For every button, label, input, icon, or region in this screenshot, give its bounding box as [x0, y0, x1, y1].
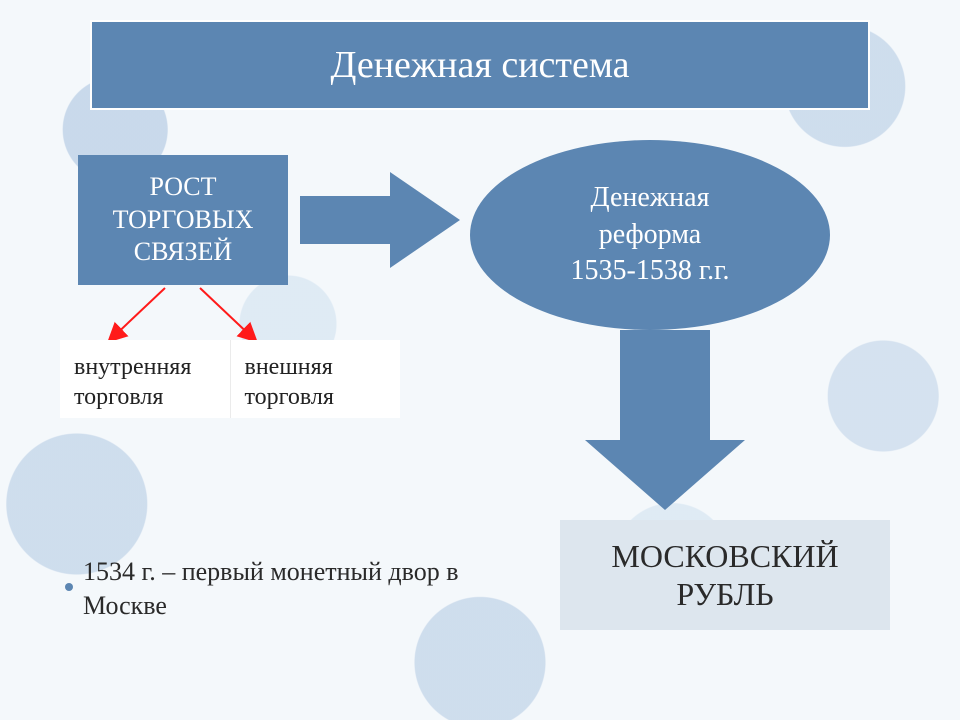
growth-box: РОСТ ТОРГОВЫХ СВЯЗЕЙ: [78, 155, 288, 285]
slide-title-text: Денежная система: [330, 43, 629, 87]
slide: Денежная система РОСТ ТОРГОВЫХ СВЯЗЕЙ Де…: [0, 0, 960, 720]
bullet-icon: [65, 583, 73, 591]
reform-ellipse-text: Денежная реформа 1535-1538 г.г.: [571, 180, 730, 289]
reform-ellipse: Денежная реформа 1535-1538 г.г.: [470, 140, 830, 330]
branch-arrow-right: [200, 288, 255, 340]
arrow-down: [585, 330, 745, 510]
result-box: МОСКОВСКИЙ РУБЛЬ: [560, 520, 890, 630]
growth-box-text: РОСТ ТОРГОВЫХ СВЯЗЕЙ: [113, 171, 254, 269]
arrow-right: [300, 172, 460, 268]
trade-cell-external: внешняя торговля: [230, 340, 401, 418]
result-box-text: МОСКОВСКИЙ РУБЛЬ: [611, 537, 838, 614]
trade-table: внутренняя торговля внешняя торговля: [60, 340, 400, 418]
note-text: 1534 г. – первый монетный двор в Москве: [83, 555, 515, 623]
branch-arrow-left: [110, 288, 165, 340]
slide-title: Денежная система: [90, 20, 870, 110]
note-box: 1534 г. – первый монетный двор в Москве: [65, 555, 515, 623]
trade-cell-internal: внутренняя торговля: [60, 340, 230, 418]
